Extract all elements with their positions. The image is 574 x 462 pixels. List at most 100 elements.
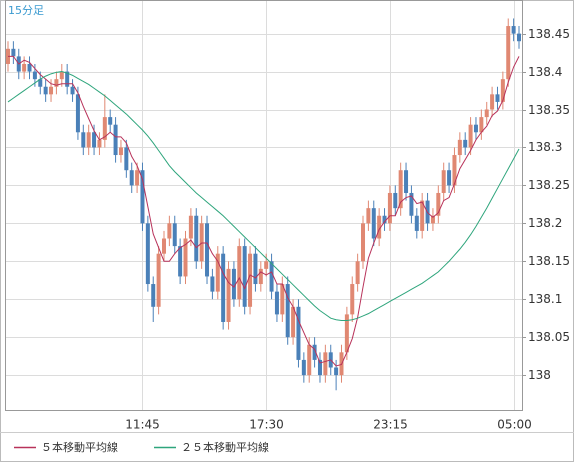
candle-body xyxy=(398,170,403,209)
candle-body xyxy=(344,314,349,353)
candle-body xyxy=(140,170,145,224)
candle-body xyxy=(172,223,177,247)
candle-body xyxy=(253,253,258,285)
candle-body xyxy=(274,291,279,315)
candle-body xyxy=(452,155,457,186)
candle-body xyxy=(210,276,215,292)
candle-body xyxy=(27,63,32,72)
candle-body xyxy=(167,223,172,239)
y-tick-label: 138.35 xyxy=(528,103,570,117)
candle-body xyxy=(75,94,80,133)
x-tick-label: 05:00 xyxy=(497,418,532,432)
candle-body xyxy=(59,71,64,80)
candle-body xyxy=(65,71,70,87)
candle-body xyxy=(32,71,37,80)
ma-line xyxy=(7,71,520,321)
candle-body xyxy=(145,223,150,285)
candle-body xyxy=(441,170,446,193)
candle-body xyxy=(43,86,48,95)
candle-body xyxy=(307,344,312,376)
candle-body xyxy=(161,238,166,254)
candle-body xyxy=(447,170,452,186)
y-tick-label: 138.45 xyxy=(528,27,570,41)
candle-body xyxy=(92,132,97,148)
candle-body xyxy=(194,215,199,262)
candle-body xyxy=(86,132,91,148)
candle-body xyxy=(231,268,236,300)
candle-body xyxy=(49,86,54,95)
y-tick-label: 138.1 xyxy=(528,292,562,306)
candle-body xyxy=(258,268,263,285)
candle-body xyxy=(495,94,500,102)
candle-body xyxy=(334,367,339,376)
candle-body xyxy=(226,268,231,322)
candle-body xyxy=(237,246,242,300)
candle-body xyxy=(129,170,134,186)
candle-body xyxy=(118,147,123,156)
chart-title: 15分足 xyxy=(8,4,44,17)
candle-body xyxy=(323,352,328,376)
candle-body xyxy=(301,359,306,376)
candle-body xyxy=(97,139,102,148)
candle-body xyxy=(269,261,274,292)
candle-body xyxy=(484,109,489,118)
candle-body xyxy=(285,284,290,338)
candle-body xyxy=(500,79,505,102)
candle-body xyxy=(377,215,382,239)
ma-line xyxy=(8,55,520,367)
plot-border xyxy=(5,0,523,411)
candle-body xyxy=(22,63,27,72)
candle-body xyxy=(517,33,521,42)
candle-body xyxy=(205,223,210,277)
legend-label: ５本移動平均線 xyxy=(41,440,118,454)
candle-body xyxy=(296,306,301,360)
candle-body xyxy=(479,117,484,133)
candle-body xyxy=(430,215,435,224)
y-tick-label: 138.25 xyxy=(528,178,570,192)
y-tick-label: 138.05 xyxy=(528,330,570,344)
candle-body xyxy=(490,94,495,110)
candle-body xyxy=(242,246,247,307)
candle-body xyxy=(382,215,387,224)
candle-body xyxy=(248,253,253,307)
y-tick-label: 138.3 xyxy=(528,140,562,154)
candle-body xyxy=(468,124,473,148)
candle-body xyxy=(54,79,59,87)
candle-body xyxy=(414,215,419,231)
y-tick-label: 138.15 xyxy=(528,254,570,268)
y-tick-label: 138.2 xyxy=(528,216,562,230)
candle-body xyxy=(113,124,118,156)
candle-body xyxy=(371,208,376,239)
candle-body xyxy=(387,192,392,224)
candle-body xyxy=(178,246,183,277)
candle-body xyxy=(361,223,366,262)
candle-body xyxy=(70,86,75,95)
candle-body xyxy=(38,79,43,87)
candle-body xyxy=(404,170,409,193)
x-tick-label: 11:45 xyxy=(125,418,160,432)
x-tick-label: 23:15 xyxy=(373,418,408,432)
candle-body xyxy=(151,284,156,307)
candle-body xyxy=(183,238,188,277)
candle-body xyxy=(81,132,86,148)
candle-body xyxy=(221,253,226,322)
candle-body xyxy=(135,170,140,186)
candle-body xyxy=(11,48,16,57)
y-tick-label: 138 xyxy=(528,368,551,382)
candle-body xyxy=(102,117,107,140)
candle-body xyxy=(188,215,193,239)
candle-body xyxy=(280,284,285,315)
candle-body xyxy=(350,284,355,315)
candle-body xyxy=(463,139,468,148)
candle-body xyxy=(355,261,360,285)
candle-body xyxy=(436,192,441,216)
candle-body xyxy=(506,26,511,80)
candle-body xyxy=(420,200,425,231)
candle-body xyxy=(511,26,516,34)
candle-body xyxy=(317,359,322,376)
candle-body xyxy=(108,117,113,125)
x-tick-label: 17:30 xyxy=(249,418,284,432)
candle-body xyxy=(264,261,269,269)
